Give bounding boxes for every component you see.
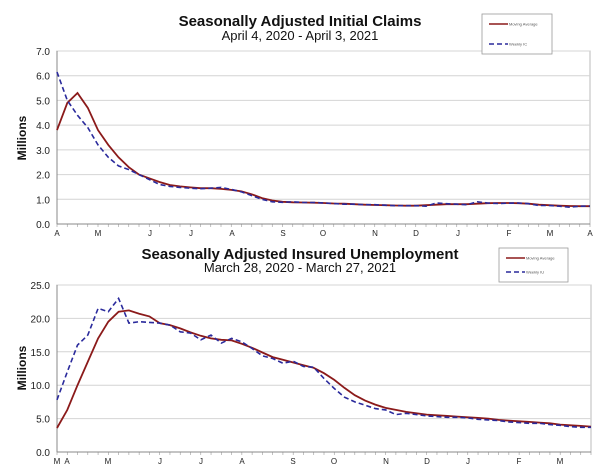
plot-frame [56,50,591,225]
x-tick-label: F [517,457,522,466]
chart-2-ylabel: Millions [15,345,29,390]
x-tick-label: J [199,457,203,466]
y-tick-label: 3.0 [36,146,50,157]
y-tick-label: 4.0 [36,121,50,132]
x-tick-label: N [383,457,389,466]
x-tick-label: O [320,229,326,238]
x-tick-label: A [239,457,245,466]
y-tick-label: 2.0 [36,171,50,182]
x-tick-label: A [229,229,235,238]
chart-2-title: Seasonally Adjusted Insured Unemployment [141,246,458,263]
chart-1-title: Seasonally Adjusted Initial Claims [179,13,422,30]
chart-2-subtitle: March 28, 2020 - March 27, 2021 [204,260,396,275]
weekly-line [56,296,591,429]
x-tick-label: A [587,229,593,238]
x-tick-label: M [54,457,61,466]
legend: Moving Average Weekly IU [498,247,569,283]
y-tick-label: 5.0 [36,96,50,107]
x-tick-label: A [54,229,60,238]
x-tick-label: S [290,457,295,466]
x-tick-label: S [280,229,285,238]
legend-label: Weekly IU [526,270,544,275]
y-tick-label: 0.0 [36,220,50,231]
weekly-line [56,71,590,209]
x-tick-label: J [466,457,470,466]
legend-box [481,13,553,55]
x-tick-label: J [456,229,460,238]
y-tick-label: 0.0 [36,448,50,459]
y-tick-label: 10.0 [31,381,51,392]
plot-frame [56,284,592,453]
y-tick-label: 6.0 [36,72,50,83]
x-tick-label: M [95,229,102,238]
y-tick-label: 25.0 [31,281,51,292]
y-tick-label: 7.0 [36,47,50,58]
x-tick-label: J [148,229,152,238]
y-tick-label: 15.0 [31,348,51,359]
x-tick-label: M [547,229,554,238]
x-tick-label: D [413,229,419,238]
legend-label: Moving Average [526,256,555,261]
x-tick-label: A [64,457,70,466]
legend-label: Moving Average [509,22,538,27]
legend: Moving Average Weekly IC [481,13,553,55]
x-tick-label: D [424,457,430,466]
x-tick-label: F [507,229,512,238]
chart-1-subtitle: April 4, 2020 - April 3, 2021 [222,28,379,43]
x-tick-label: N [372,229,378,238]
y-tick-label: 1.0 [36,195,50,206]
chart-1-ylabel: Millions [15,115,29,160]
y-tick-label: 20.0 [31,314,51,325]
legend-box [498,247,569,283]
legend-label: Weekly IC [509,42,527,47]
x-tick-label: J [189,229,193,238]
x-tick-label: M [105,457,112,466]
moving-average-line [56,309,592,429]
x-tick-label: O [331,457,337,466]
x-tick-label: M [557,457,564,466]
y-tick-label: 5.0 [36,415,50,426]
x-tick-label: J [158,457,162,466]
